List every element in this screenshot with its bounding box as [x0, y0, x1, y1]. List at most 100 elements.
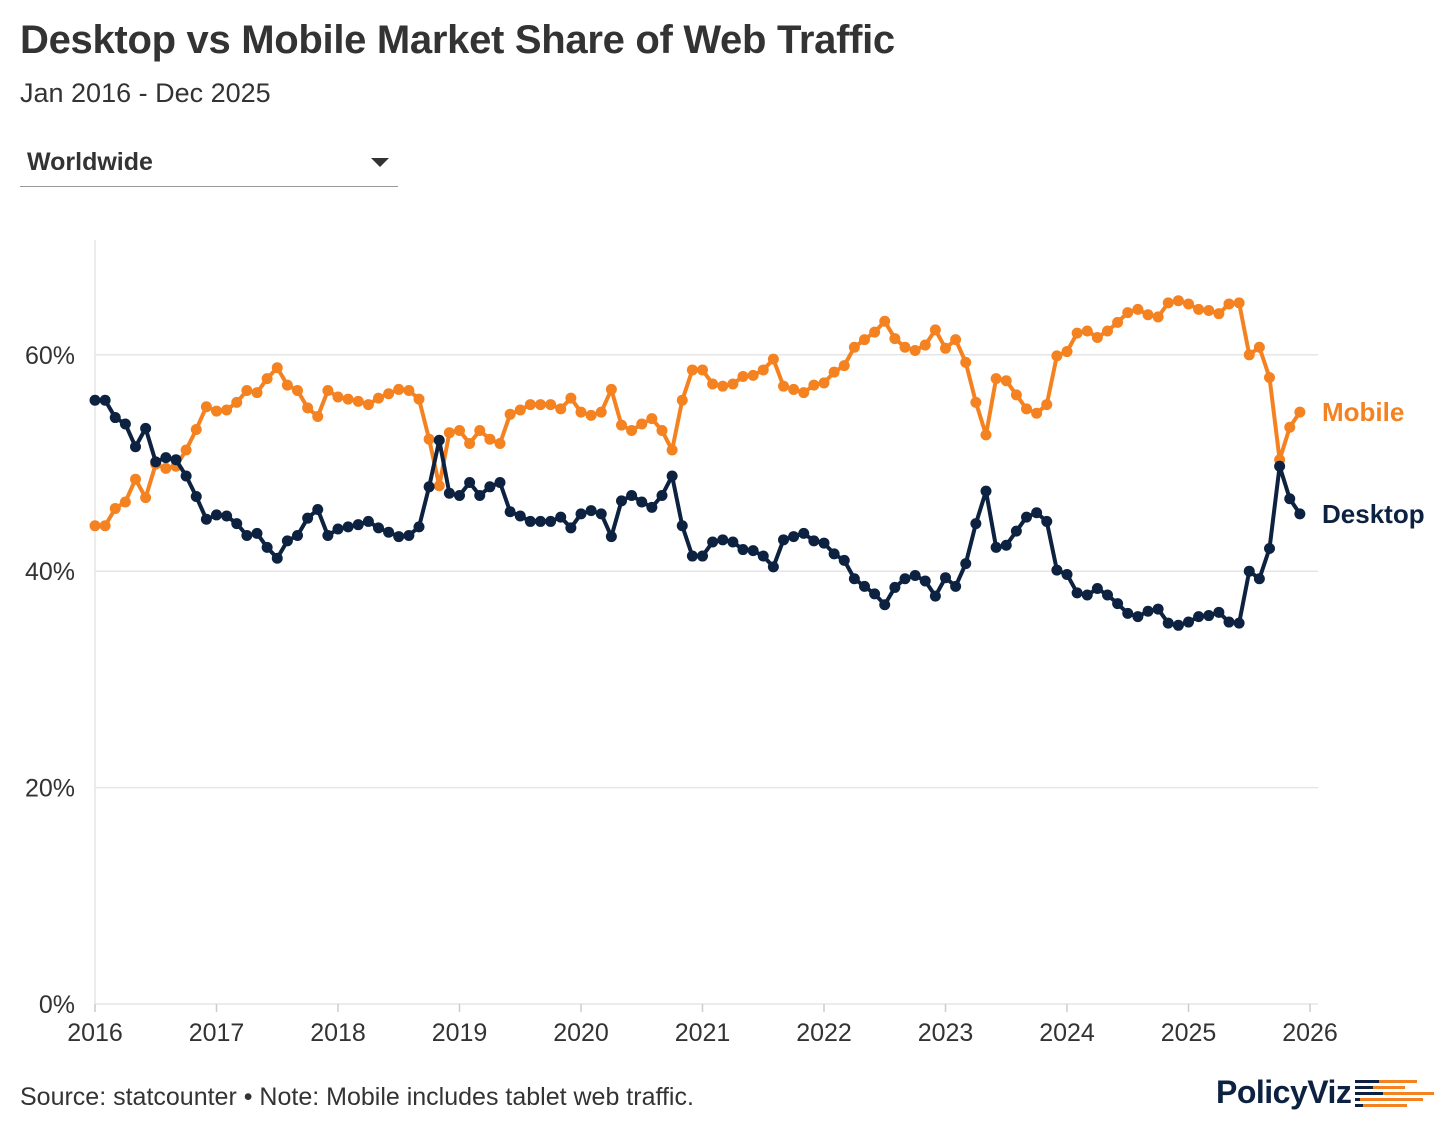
desktop-data-point — [788, 531, 800, 543]
desktop-data-point — [666, 470, 678, 482]
mobile-data-point — [1203, 304, 1215, 316]
desktop-data-point — [575, 508, 587, 520]
mobile-data-point — [676, 394, 688, 406]
desktop-data-point — [940, 572, 951, 584]
mobile-data-point — [1010, 389, 1022, 401]
desktop-data-point — [1152, 603, 1164, 615]
desktop-data-point — [403, 529, 415, 541]
desktop-data-point — [1081, 589, 1093, 601]
desktop-data-point — [859, 580, 870, 592]
y-tick-label: 40% — [25, 558, 75, 586]
mobile-data-point — [575, 406, 587, 418]
desktop-data-point — [362, 515, 374, 527]
mobile-data-point — [1223, 298, 1235, 310]
chart-title: Desktop vs Mobile Market Share of Web Tr… — [20, 18, 895, 62]
region-dropdown[interactable]: Worldwide — [20, 140, 398, 187]
mobile-data-point — [808, 379, 820, 391]
mobile-data-point — [1142, 309, 1154, 321]
desktop-data-point — [454, 489, 465, 501]
x-tick-label: 2023 — [918, 1019, 974, 1047]
mobile-data-point — [798, 387, 810, 399]
mobile-data-point — [950, 334, 962, 346]
desktop-data-point — [686, 550, 698, 562]
desktop-data-point — [1091, 583, 1103, 595]
desktop-data-point — [119, 418, 131, 430]
mobile-data-point — [1132, 303, 1144, 315]
desktop-data-point — [889, 581, 901, 593]
desktop-data-point — [200, 513, 212, 525]
desktop-data-point — [261, 541, 273, 553]
mobile-data-point — [271, 362, 283, 374]
mobile-data-point — [717, 380, 729, 392]
mobile-data-point — [140, 492, 152, 504]
mobile-data-point — [778, 380, 789, 392]
mobile-data-point — [747, 369, 759, 381]
mobile-data-point — [322, 385, 334, 397]
mobile-data-point — [1264, 372, 1275, 384]
desktop-data-point — [747, 545, 759, 557]
desktop-data-point — [919, 575, 931, 587]
desktop-data-point — [180, 470, 192, 482]
mobile-data-point — [89, 520, 101, 532]
mobile-data-point — [757, 364, 769, 376]
mobile-data-point — [980, 429, 992, 441]
desktop-data-point — [818, 537, 830, 549]
desktop-data-point — [848, 573, 860, 585]
desktop-data-point — [605, 531, 617, 543]
desktop-data-point — [707, 536, 719, 548]
mobile-data-point — [1243, 349, 1255, 361]
x-tick-label: 2020 — [553, 1019, 609, 1047]
mobile-line — [95, 298, 1302, 528]
mobile-data-point — [656, 425, 668, 437]
desktop-data-point — [950, 580, 962, 592]
chart-subtitle: Jan 2016 - Dec 2025 — [20, 78, 271, 108]
mobile-data-point — [626, 425, 638, 437]
desktop-data-point — [646, 501, 658, 513]
mobile-data-point — [464, 438, 476, 450]
mobile-data-point — [636, 418, 648, 430]
mobile-data-point — [565, 392, 577, 404]
desktop-data-point — [990, 541, 1002, 553]
mobile-data-point — [1061, 346, 1073, 358]
desktop-data-point — [160, 452, 172, 464]
desktop-data-point — [717, 534, 729, 546]
desktop-data-point — [211, 509, 222, 521]
desktop-data-point — [292, 529, 303, 541]
desktop-data-point — [251, 527, 263, 539]
desktop-data-point — [130, 441, 141, 453]
desktop-data-point — [271, 552, 283, 564]
desktop-data-point — [322, 529, 334, 541]
desktop-data-point — [1102, 589, 1113, 601]
desktop-data-point — [1162, 617, 1174, 629]
desktop-line — [95, 398, 1302, 628]
mobile-data-point — [1021, 403, 1032, 415]
mobile-data-point — [342, 393, 354, 405]
mobile-series-label: Mobile — [1322, 397, 1404, 427]
x-tick-label: 2022 — [796, 1019, 852, 1047]
desktop-data-point — [1193, 611, 1205, 623]
mobile-data-point — [352, 395, 364, 407]
mobile-data-point — [524, 399, 536, 411]
mobile-data-point — [261, 373, 273, 385]
mobile-data-point — [292, 385, 303, 397]
desktop-data-point — [393, 531, 405, 543]
desktop-data-point — [1223, 616, 1235, 628]
mobile-data-point — [474, 425, 486, 437]
desktop-data-point — [433, 434, 445, 446]
desktop-data-point — [929, 590, 941, 602]
desktop-data-point — [778, 534, 789, 546]
mobile-data-point — [869, 326, 881, 338]
x-tick-label: 2019 — [432, 1019, 488, 1047]
mobile-data-point — [443, 427, 455, 439]
desktop-series-label: Desktop — [1322, 499, 1425, 529]
mobile-data-point — [190, 423, 202, 435]
mobile-data-point — [1183, 298, 1194, 310]
mobile-data-point — [393, 383, 405, 395]
x-tick-label: 2025 — [1161, 1019, 1217, 1047]
mobile-data-point — [221, 404, 233, 416]
y-tick-label: 60% — [25, 342, 75, 370]
mobile-data-point — [1253, 341, 1265, 353]
mobile-data-point — [838, 360, 850, 372]
desktop-data-point — [190, 491, 202, 503]
mobile-data-point — [646, 413, 658, 425]
